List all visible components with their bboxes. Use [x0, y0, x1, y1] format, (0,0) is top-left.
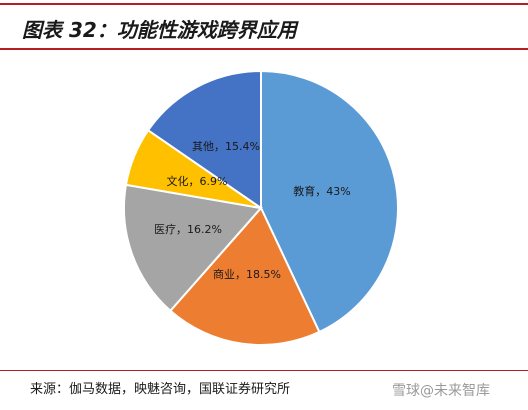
figure-title: 图表 32：功能性游戏跨界应用	[22, 18, 297, 42]
slice-label-商业: 商业，18.5%	[213, 267, 281, 281]
slice-label-文化: 文化，6.9%	[167, 174, 228, 188]
pie-slice-商业	[168, 206, 321, 346]
source-note: 来源：伽马数据，映魅咨询，国联证券研究所	[30, 382, 291, 397]
bottom-rule	[0, 370, 528, 371]
pie-slice-教育	[260, 69, 399, 334]
slice-label-其他: 其他，15.4%	[192, 140, 260, 153]
slice-label-教育: 教育，43%	[293, 184, 350, 198]
pie-slice-医疗	[123, 183, 263, 313]
slice-label-医疗: 医疗，16.2%	[154, 222, 222, 236]
title-rule	[0, 48, 528, 50]
watermark: 雪球@未来智库	[392, 383, 490, 399]
top-rule	[0, 3, 528, 5]
pie-slice-其他	[146, 69, 262, 210]
pie-chart: 教育，43% 商业，18.5% 医疗，16.2% 文化，6.9% 其他，15.4%	[123, 69, 399, 346]
